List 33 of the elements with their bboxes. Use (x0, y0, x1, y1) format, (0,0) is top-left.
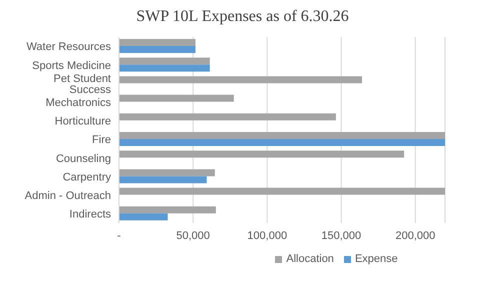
bar (119, 39, 196, 46)
x-tick-label: 200,000 (395, 230, 436, 242)
bar (119, 150, 404, 158)
y-tick-label: Horticulture (54, 116, 111, 128)
y-tick-label: Indirects (69, 208, 112, 221)
bar (119, 64, 210, 72)
bar (119, 188, 445, 195)
y-tick-label: Sports Medicine (32, 60, 111, 72)
bar (119, 213, 168, 220)
bar (119, 139, 445, 146)
bar (119, 176, 207, 184)
bar (119, 169, 215, 176)
y-tick-label: Counseling (56, 152, 111, 165)
bar (119, 206, 216, 214)
x-tick-label: 100,000 (247, 230, 288, 242)
x-tick-label: - (117, 230, 122, 242)
bar (119, 76, 362, 84)
bar (119, 113, 336, 120)
x-tick-label: 150,000 (321, 230, 362, 242)
y-tick-label: Pet Student Success (54, 72, 112, 96)
x-tick-label: 50,000 (176, 230, 210, 242)
legend-label: Allocation (286, 253, 334, 265)
y-tick-label: Water Resources (26, 41, 112, 54)
bar (119, 46, 196, 53)
y-tick-label: Fire (92, 134, 111, 146)
y-tick-label: Mechatronics (46, 97, 112, 110)
legend-label: Expense (354, 253, 398, 265)
chart-title: SWP 10L Expenses as of 6.30.26 (135, 8, 350, 26)
y-tick-label: Carpentry (62, 171, 112, 184)
bar (119, 94, 234, 102)
bar (119, 132, 445, 139)
y-tick-label: Admin - Outreach (24, 190, 111, 202)
bar (119, 58, 210, 65)
